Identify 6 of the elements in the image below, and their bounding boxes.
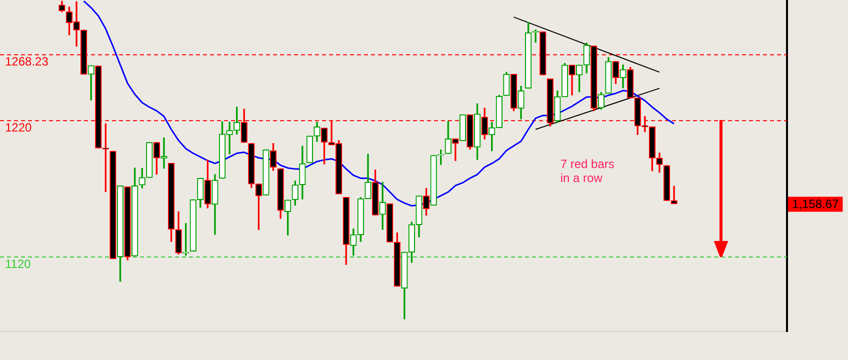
text: 1,158.67 (792, 197, 840, 212)
annotation: 7 red bars in a row (560, 156, 614, 185)
ref-line-label: 1268.23 (5, 54, 49, 69)
ref-line-label: 1120 (5, 256, 32, 271)
candlestick (452, 138, 459, 161)
ref-line-label: 1220 (5, 120, 32, 134)
